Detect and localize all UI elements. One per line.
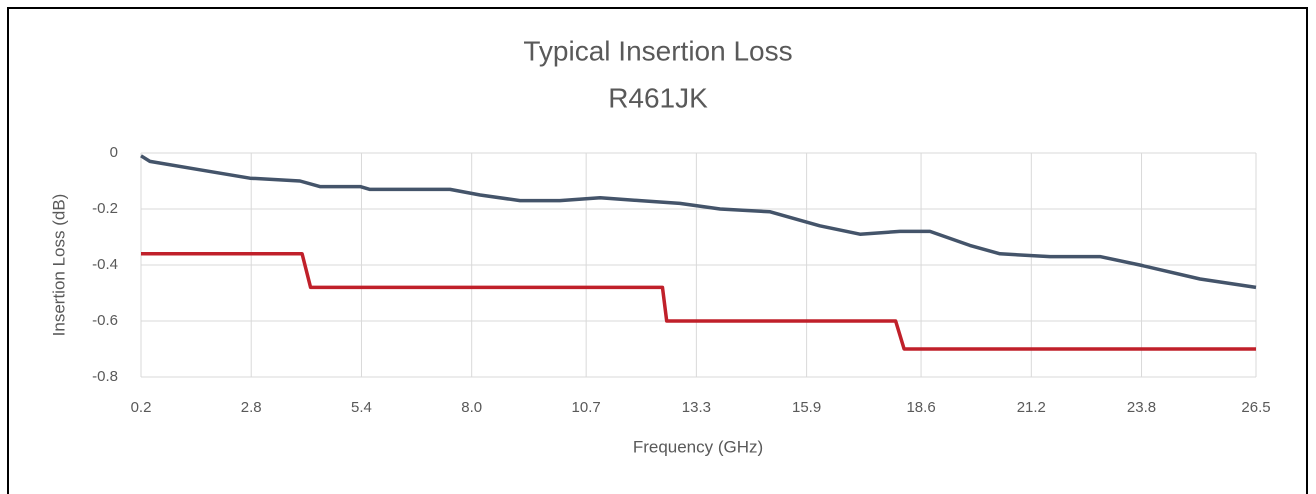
x-axis-title: Frequency (GHz) [633,437,763,456]
chart-subtitle: R461JK [608,82,708,113]
x-tick-label: 18.6 [906,399,935,416]
y-tick-label: -0.8 [92,368,118,385]
x-tick-label: 15.9 [792,399,821,416]
x-tick-label: 26.5 [1241,399,1270,416]
y-tick-label: 0 [110,144,118,161]
x-tick-label: 13.3 [682,399,711,416]
chart-frame [7,7,1308,494]
y-tick-label: -0.6 [92,312,118,329]
x-tick-label: 2.8 [241,399,262,416]
x-tick-label: 10.7 [572,399,601,416]
x-tick-label: 0.2 [131,399,152,416]
chart-title: Typical Insertion Loss [523,35,792,66]
x-tick-label: 8.0 [461,399,482,416]
x-tick-label: 5.4 [351,399,372,416]
data-line [141,252,1256,351]
x-tick-label: 23.8 [1127,399,1156,416]
y-tick-label: -0.4 [92,256,118,273]
x-tick-label: 21.2 [1017,399,1046,416]
y-tick-label: -0.2 [92,200,118,217]
y-axis-title: Insertion Loss (dB) [49,194,68,337]
data-line [140,154,1257,290]
